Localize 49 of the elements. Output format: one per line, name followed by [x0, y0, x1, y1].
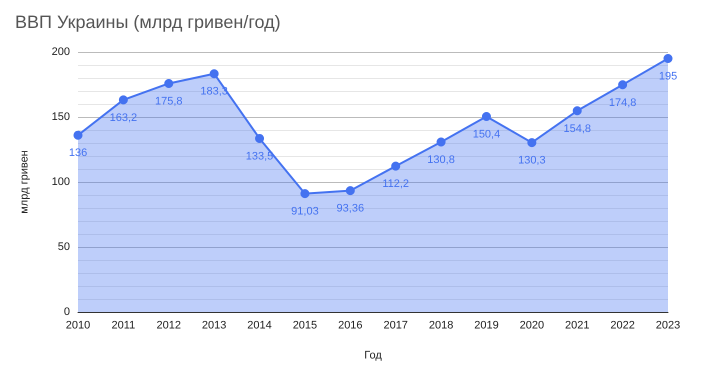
- x-tick-label: 2012: [156, 320, 182, 332]
- data-label: 163,2: [110, 112, 138, 124]
- x-tick-label: 2010: [66, 320, 90, 332]
- data-label: 130,3: [518, 154, 546, 167]
- point: [482, 112, 491, 121]
- data-label: 154,8: [563, 122, 591, 135]
- data-label: 133,5: [246, 150, 274, 162]
- point: [572, 106, 582, 116]
- y-tick-label: 100: [52, 176, 70, 188]
- x-tick-label: 2014: [247, 320, 272, 332]
- x-tick-label: 2022: [610, 320, 635, 332]
- x-tick-label: 2020: [520, 320, 544, 332]
- point: [118, 95, 128, 104]
- chart-title: ВВП Украины (млрд гривен/год): [15, 12, 281, 32]
- data-label: 150,4: [472, 128, 500, 140]
- y-tick-label: 200: [52, 46, 70, 58]
- data-label: 112,2: [382, 178, 410, 190]
- y-tick-label: 150: [52, 111, 70, 123]
- x-tick-label: 2021: [564, 320, 590, 332]
- data-label: 93,36: [336, 202, 364, 215]
- point: [300, 189, 310, 198]
- data-label: 91,03: [291, 206, 319, 218]
- x-tick-label: 2018: [428, 320, 454, 332]
- point: [391, 162, 400, 171]
- data-label: 195: [658, 70, 678, 82]
- data-label: 174,8: [608, 96, 636, 109]
- point: [527, 138, 536, 148]
- point: [436, 137, 446, 146]
- x-axis-title: Год: [364, 350, 382, 362]
- data-label: 175,8: [155, 95, 183, 108]
- point: [346, 186, 355, 196]
- x-tick-label: 2017: [383, 320, 408, 332]
- x-tick-label: 2019: [474, 320, 499, 332]
- point: [164, 78, 174, 88]
- y-axis-title: млрд гривен: [18, 150, 30, 214]
- point: [618, 80, 628, 90]
- x-tick-label: 2011: [112, 320, 136, 332]
- x-tick-label: 2013: [202, 320, 226, 332]
- x-tick-label: 2015: [292, 320, 318, 332]
- y-tick-label: 50: [58, 241, 70, 253]
- point: [664, 54, 672, 63]
- point: [255, 134, 264, 143]
- x-tick-label: 2023: [656, 320, 680, 332]
- point: [74, 130, 82, 140]
- y-tick-label: 0: [64, 306, 70, 318]
- x-tick-label: 2016: [338, 320, 363, 332]
- data-label: 136: [68, 147, 88, 160]
- point: [210, 69, 219, 78]
- data-label: 130,8: [427, 154, 455, 166]
